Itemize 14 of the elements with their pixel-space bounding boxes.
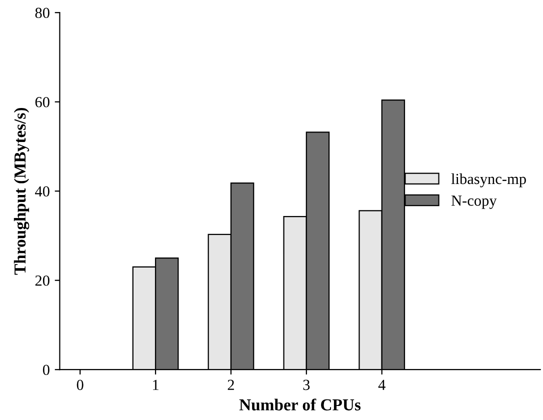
x-tick-label: 0	[76, 380, 84, 390]
x-tick-label: 4	[378, 380, 386, 390]
y-axis-title: Throughput (MBytes/s)	[14, 108, 30, 275]
legend-label: N-copy	[451, 196, 497, 209]
legend-label: libasync-mp	[451, 173, 526, 188]
y-tick-label: 80	[35, 8, 50, 18]
y-tick-label: 40	[35, 186, 50, 197]
y-tick-label: 20	[35, 275, 50, 286]
x-tick-label: 2	[228, 380, 234, 390]
y-tick-label: 0	[42, 364, 50, 376]
y-tick-label: 60	[35, 96, 50, 108]
x-tick-label: 3	[303, 380, 310, 390]
x-axis-title: Number of CPUs	[239, 398, 361, 410]
x-tick-label: 1	[153, 380, 158, 390]
